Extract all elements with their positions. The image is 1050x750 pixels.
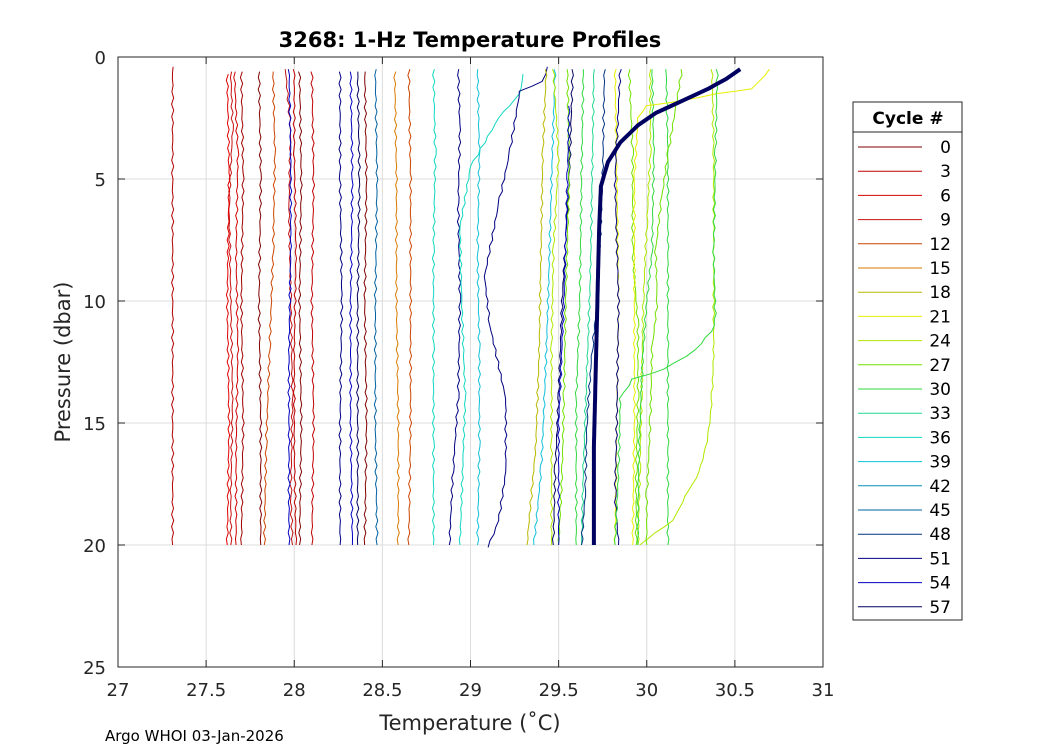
y-tick-label: 25 xyxy=(83,658,106,679)
x-tick-label: 27 xyxy=(107,680,130,701)
profile-line xyxy=(483,66,548,548)
x-tick-label: 28 xyxy=(283,680,306,701)
chart-title: 3268: 1-Hz Temperature Profiles xyxy=(279,28,662,52)
profile-line xyxy=(627,69,640,546)
profile-line xyxy=(557,69,571,546)
legend-entry-label: 0 xyxy=(940,138,951,158)
plot-area: 27 27.5 28 28.5 29 29.5 30 30.5 31 0 5 10 15 20 25 xyxy=(83,48,834,701)
x-tick-label: 30 xyxy=(635,680,658,701)
profile-line xyxy=(310,71,316,546)
legend-entry-label: 15 xyxy=(929,259,951,279)
profile-line xyxy=(552,69,574,546)
legend-entry-label: 30 xyxy=(929,380,951,400)
profile-line xyxy=(171,66,175,546)
legend-title: Cycle # xyxy=(872,109,943,129)
profile-line xyxy=(225,73,231,546)
profile-line xyxy=(574,69,585,546)
axis-ticks: 27 27.5 28 28.5 29 29.5 30 30.5 31 0 5 10 15 20 25 xyxy=(83,48,834,701)
x-tick-label: 29.5 xyxy=(539,680,579,701)
profile-line xyxy=(407,69,413,546)
x-tick-label: 29 xyxy=(459,680,482,701)
profile-line xyxy=(363,71,368,546)
profile-line xyxy=(228,71,234,546)
profile-line xyxy=(257,71,263,546)
legend-entry-label: 6 xyxy=(940,186,951,206)
profile-line xyxy=(298,71,303,546)
x-tick-label: 30.5 xyxy=(715,680,755,701)
legend-box xyxy=(852,101,963,621)
footer-credit: Argo WHOI 03-Jan-2026 xyxy=(105,727,284,745)
y-tick-label: 20 xyxy=(83,536,106,557)
y-tick-label: 15 xyxy=(83,414,106,435)
legend-entry-label: 36 xyxy=(929,428,951,448)
profile-line xyxy=(631,68,770,546)
y-tick-label: 0 xyxy=(95,48,106,69)
profile-line xyxy=(636,69,655,546)
profile-line xyxy=(239,71,245,546)
profile-line xyxy=(431,69,437,546)
profile-line xyxy=(533,69,557,546)
profile-line xyxy=(263,71,277,546)
legend-entry-label: 51 xyxy=(929,549,951,569)
profile-line xyxy=(526,69,548,546)
legend-entry-label: 48 xyxy=(929,525,951,545)
legend-entry-label: 42 xyxy=(929,477,951,497)
y-tick-label: 10 xyxy=(83,292,106,313)
profile-line xyxy=(580,69,595,546)
x-tick-label: 28.5 xyxy=(362,680,402,701)
legend-entry-label: 21 xyxy=(929,307,951,327)
profile-line xyxy=(591,67,742,545)
profile-line xyxy=(373,69,379,546)
profile-line xyxy=(458,74,524,546)
legend-entry-label: 3 xyxy=(940,162,951,182)
profile-line xyxy=(639,69,716,546)
profile-line xyxy=(233,71,240,546)
profile-line xyxy=(287,69,293,546)
legend-entry-label: 27 xyxy=(929,356,951,376)
legend-entry-label: 9 xyxy=(940,211,951,231)
legend-entry-label: 12 xyxy=(929,235,951,255)
profile-line xyxy=(557,105,571,546)
profile-line xyxy=(284,69,294,546)
legend-entry-label: 33 xyxy=(929,404,951,424)
legend-entry-label: 18 xyxy=(929,283,951,303)
profile-line xyxy=(637,69,652,546)
profile-line xyxy=(356,71,361,546)
profile-line xyxy=(550,69,560,546)
x-tick-label: 31 xyxy=(812,680,835,701)
legend-entry-label: 24 xyxy=(929,332,951,352)
legend-entry-label: 45 xyxy=(929,501,951,521)
profile-line xyxy=(338,71,344,546)
legend-entry-label: 39 xyxy=(929,453,951,473)
profile-line xyxy=(349,71,354,546)
profile-line xyxy=(393,71,400,546)
series-group xyxy=(171,66,770,548)
profile-line xyxy=(292,69,298,546)
legend-entry-label: 57 xyxy=(929,598,951,618)
x-axis-label: Temperature (˚C) xyxy=(378,711,560,735)
y-axis-label: Pressure (dbar) xyxy=(51,282,75,443)
profile-line xyxy=(448,69,462,546)
legend-entry-label: 54 xyxy=(929,574,951,594)
profile-line xyxy=(645,69,683,546)
legend: Cycle # 03691215182124273033363942454851… xyxy=(852,101,963,621)
y-tick-label: 5 xyxy=(95,170,106,191)
x-tick-label: 27.5 xyxy=(186,680,226,701)
profile-line xyxy=(614,69,719,546)
